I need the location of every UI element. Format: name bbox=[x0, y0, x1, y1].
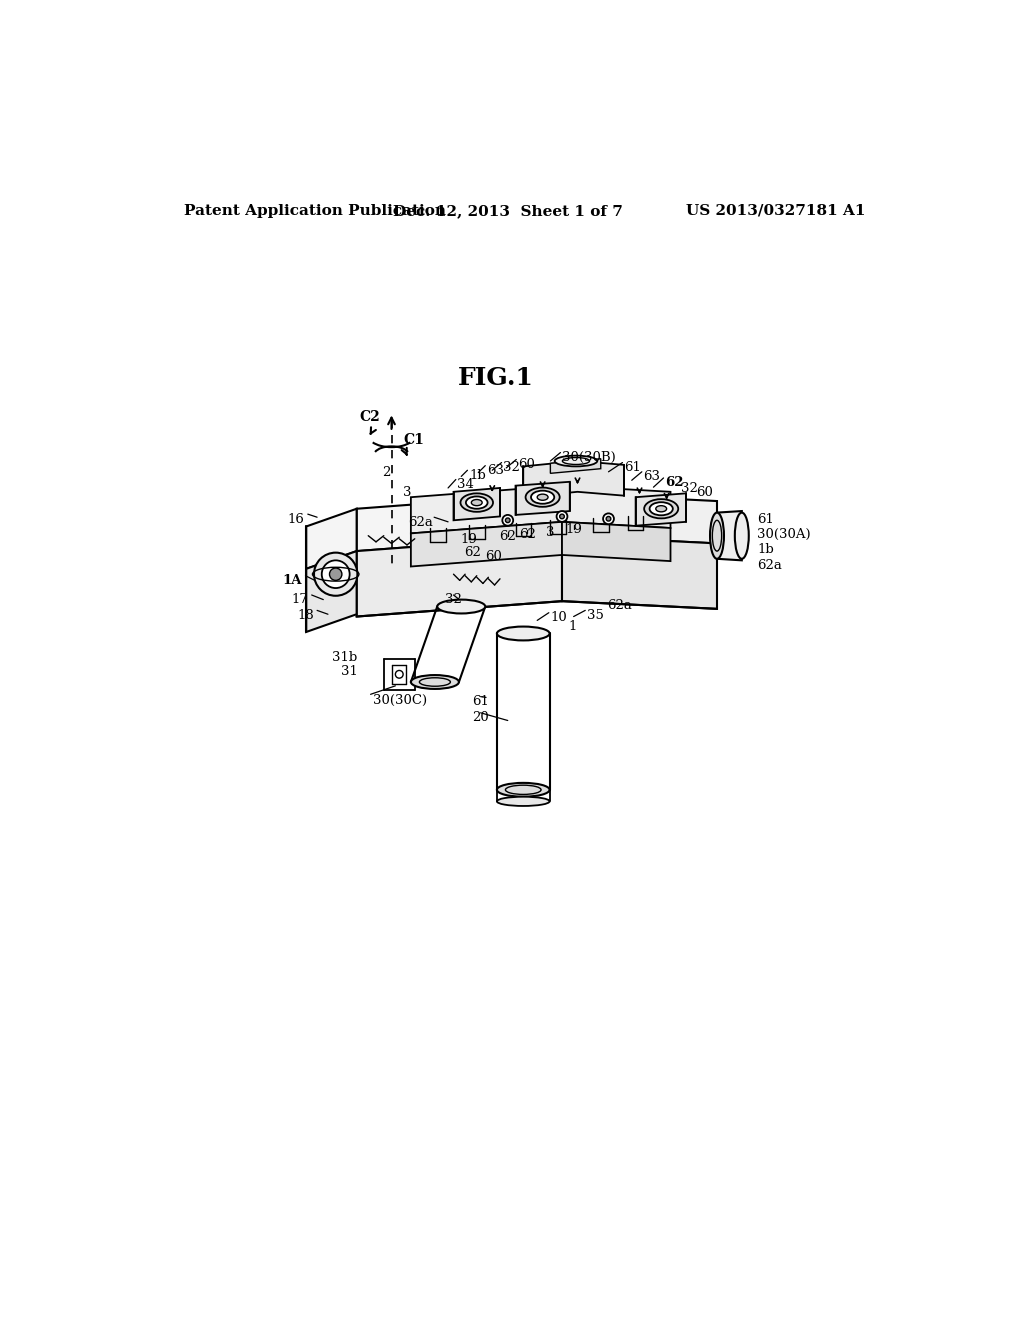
Polygon shape bbox=[306, 552, 356, 632]
Text: 61: 61 bbox=[624, 461, 641, 474]
Text: 17: 17 bbox=[292, 594, 308, 606]
Text: 30(30A): 30(30A) bbox=[758, 528, 811, 541]
Text: 61: 61 bbox=[472, 696, 489, 708]
Polygon shape bbox=[356, 536, 562, 616]
Ellipse shape bbox=[710, 512, 724, 558]
Text: 60: 60 bbox=[696, 487, 713, 499]
Text: 32: 32 bbox=[681, 482, 698, 495]
Text: 20: 20 bbox=[472, 711, 489, 725]
Text: 61: 61 bbox=[758, 512, 774, 525]
Text: 31: 31 bbox=[341, 665, 357, 678]
Circle shape bbox=[395, 671, 403, 678]
Text: 19: 19 bbox=[461, 533, 477, 546]
Text: 62: 62 bbox=[519, 528, 536, 541]
Ellipse shape bbox=[437, 599, 485, 614]
Text: 30(30C): 30(30C) bbox=[373, 693, 427, 706]
Text: 35: 35 bbox=[587, 609, 604, 622]
Polygon shape bbox=[636, 494, 686, 525]
Text: 62: 62 bbox=[665, 477, 684, 490]
Text: Patent Application Publication: Patent Application Publication bbox=[183, 203, 445, 218]
Text: 19: 19 bbox=[565, 524, 582, 536]
Ellipse shape bbox=[471, 499, 482, 506]
Text: 18: 18 bbox=[297, 609, 314, 622]
Text: 34: 34 bbox=[458, 478, 474, 491]
Text: 62a: 62a bbox=[607, 599, 632, 612]
Circle shape bbox=[506, 517, 510, 523]
Text: 16: 16 bbox=[288, 512, 305, 525]
Polygon shape bbox=[306, 508, 356, 569]
Polygon shape bbox=[562, 521, 671, 561]
Ellipse shape bbox=[649, 502, 673, 515]
Ellipse shape bbox=[497, 783, 550, 797]
Circle shape bbox=[314, 553, 357, 595]
Text: 62a: 62a bbox=[408, 516, 432, 529]
Text: 63: 63 bbox=[486, 465, 504, 477]
Text: 60: 60 bbox=[485, 549, 502, 562]
Polygon shape bbox=[562, 536, 717, 609]
Polygon shape bbox=[717, 511, 741, 560]
Polygon shape bbox=[562, 494, 717, 544]
Polygon shape bbox=[523, 461, 624, 498]
Polygon shape bbox=[411, 486, 671, 533]
Polygon shape bbox=[454, 488, 500, 520]
Circle shape bbox=[330, 568, 342, 581]
Text: 32: 32 bbox=[503, 461, 520, 474]
Text: 60: 60 bbox=[518, 458, 535, 471]
Ellipse shape bbox=[644, 499, 678, 519]
Text: 63: 63 bbox=[643, 470, 660, 483]
Ellipse shape bbox=[497, 627, 550, 640]
Text: 1A: 1A bbox=[283, 574, 302, 587]
Text: Dec. 12, 2013  Sheet 1 of 7: Dec. 12, 2013 Sheet 1 of 7 bbox=[393, 203, 623, 218]
Circle shape bbox=[503, 515, 513, 525]
Ellipse shape bbox=[655, 506, 667, 512]
Text: 3: 3 bbox=[402, 486, 412, 499]
Circle shape bbox=[322, 560, 349, 589]
Text: 3: 3 bbox=[546, 525, 555, 539]
Circle shape bbox=[560, 515, 564, 519]
Text: 62: 62 bbox=[500, 531, 516, 544]
Text: FIG.1: FIG.1 bbox=[458, 366, 535, 389]
Text: 30(30B): 30(30B) bbox=[562, 451, 615, 465]
Text: C2: C2 bbox=[359, 411, 380, 424]
Text: C1: C1 bbox=[403, 433, 424, 447]
Circle shape bbox=[557, 511, 567, 521]
Ellipse shape bbox=[466, 496, 487, 508]
Text: 2: 2 bbox=[382, 466, 390, 479]
Circle shape bbox=[603, 513, 614, 524]
Polygon shape bbox=[356, 494, 562, 552]
Polygon shape bbox=[411, 521, 562, 566]
Ellipse shape bbox=[497, 797, 550, 807]
Polygon shape bbox=[550, 459, 601, 474]
Text: 1: 1 bbox=[568, 620, 577, 634]
Text: 1b: 1b bbox=[758, 544, 774, 557]
Ellipse shape bbox=[538, 494, 548, 500]
Text: US 2013/0327181 A1: US 2013/0327181 A1 bbox=[686, 203, 866, 218]
Ellipse shape bbox=[555, 455, 597, 466]
Text: 1b: 1b bbox=[469, 469, 485, 482]
Circle shape bbox=[606, 516, 611, 521]
Text: 31b: 31b bbox=[332, 651, 357, 664]
Text: 10: 10 bbox=[550, 611, 567, 624]
Ellipse shape bbox=[461, 494, 493, 512]
Ellipse shape bbox=[735, 512, 749, 558]
Ellipse shape bbox=[411, 675, 459, 689]
Text: 62: 62 bbox=[465, 545, 481, 558]
Text: 32: 32 bbox=[445, 594, 462, 606]
Ellipse shape bbox=[525, 487, 560, 507]
Ellipse shape bbox=[531, 491, 554, 504]
Text: 62a: 62a bbox=[758, 558, 782, 572]
Polygon shape bbox=[515, 482, 569, 515]
